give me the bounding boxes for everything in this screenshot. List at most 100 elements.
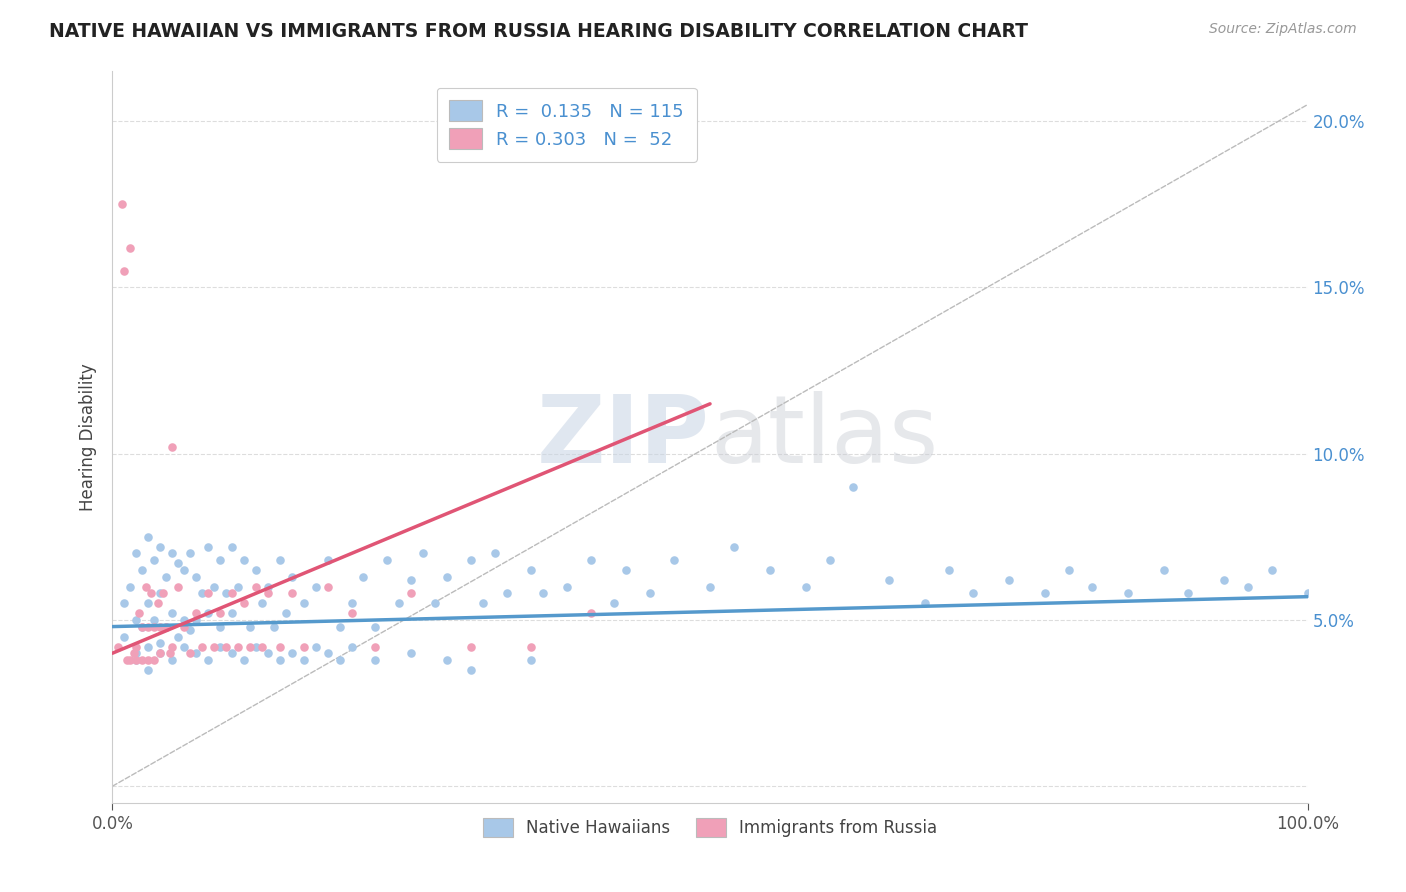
Point <box>723 540 745 554</box>
Point <box>233 653 256 667</box>
Point <box>520 653 543 667</box>
Point <box>352 570 374 584</box>
Point <box>388 596 411 610</box>
Point <box>202 580 225 594</box>
Point <box>221 540 243 554</box>
Point <box>167 557 190 571</box>
Point <box>914 596 936 610</box>
Point <box>138 619 160 633</box>
Point <box>1296 586 1319 600</box>
Point <box>197 540 219 554</box>
Point <box>120 653 142 667</box>
Point <box>107 640 129 654</box>
Point <box>269 653 291 667</box>
Point <box>167 580 190 594</box>
Point <box>263 619 285 633</box>
Point <box>305 580 328 594</box>
Point <box>155 619 177 633</box>
Point <box>173 613 195 627</box>
Point <box>221 586 243 600</box>
Point <box>239 640 262 654</box>
Point <box>579 553 602 567</box>
Point <box>149 646 172 660</box>
Point <box>460 663 482 677</box>
Point <box>1213 573 1236 587</box>
Point <box>794 580 817 594</box>
Point <box>257 580 280 594</box>
Point <box>364 640 387 654</box>
Point <box>340 640 363 654</box>
Point <box>274 607 297 621</box>
Point <box>412 546 434 560</box>
Point <box>962 586 984 600</box>
Point <box>496 586 519 600</box>
Point <box>209 619 232 633</box>
Point <box>125 613 148 627</box>
Point <box>699 580 721 594</box>
Point <box>269 640 291 654</box>
Point <box>155 570 177 584</box>
Point <box>143 613 166 627</box>
Point <box>245 563 267 577</box>
Point <box>1033 586 1056 600</box>
Point <box>149 619 172 633</box>
Point <box>138 530 160 544</box>
Point <box>149 540 172 554</box>
Point <box>138 640 160 654</box>
Point <box>159 646 181 660</box>
Point <box>316 553 339 567</box>
Point <box>215 640 238 654</box>
Point <box>842 480 865 494</box>
Point <box>131 653 153 667</box>
Point <box>1153 563 1175 577</box>
Point <box>1081 580 1104 594</box>
Point <box>316 580 339 594</box>
Point <box>401 573 423 587</box>
Point <box>818 553 841 567</box>
Point <box>364 653 387 667</box>
Point <box>125 653 148 667</box>
Point <box>998 573 1021 587</box>
Point <box>197 653 219 667</box>
Point <box>186 607 208 621</box>
Point <box>436 570 458 584</box>
Point <box>120 580 142 594</box>
Point <box>281 646 304 660</box>
Point <box>162 653 183 667</box>
Point <box>364 619 387 633</box>
Point <box>131 619 153 633</box>
Point <box>616 563 638 577</box>
Point <box>162 607 183 621</box>
Point <box>179 546 201 560</box>
Point <box>520 563 543 577</box>
Point <box>250 596 273 610</box>
Point <box>233 553 256 567</box>
Point <box>292 596 315 610</box>
Point <box>221 646 243 660</box>
Point <box>305 640 328 654</box>
Text: Source: ZipAtlas.com: Source: ZipAtlas.com <box>1209 22 1357 37</box>
Point <box>879 573 901 587</box>
Text: atlas: atlas <box>710 391 938 483</box>
Point <box>245 640 267 654</box>
Point <box>155 619 177 633</box>
Point <box>209 640 232 654</box>
Point <box>125 640 148 654</box>
Point <box>226 640 249 654</box>
Point <box>340 607 363 621</box>
Point <box>143 619 166 633</box>
Point <box>257 646 280 660</box>
Point <box>269 553 291 567</box>
Point <box>115 653 138 667</box>
Point <box>1177 586 1199 600</box>
Point <box>139 586 162 600</box>
Point <box>281 586 304 600</box>
Point <box>197 586 219 600</box>
Point <box>138 596 160 610</box>
Point <box>292 653 315 667</box>
Legend: Native Hawaiians, Immigrants from Russia: Native Hawaiians, Immigrants from Russia <box>475 810 945 846</box>
Point <box>191 586 214 600</box>
Point <box>555 580 578 594</box>
Point <box>1237 580 1260 594</box>
Point <box>128 607 150 621</box>
